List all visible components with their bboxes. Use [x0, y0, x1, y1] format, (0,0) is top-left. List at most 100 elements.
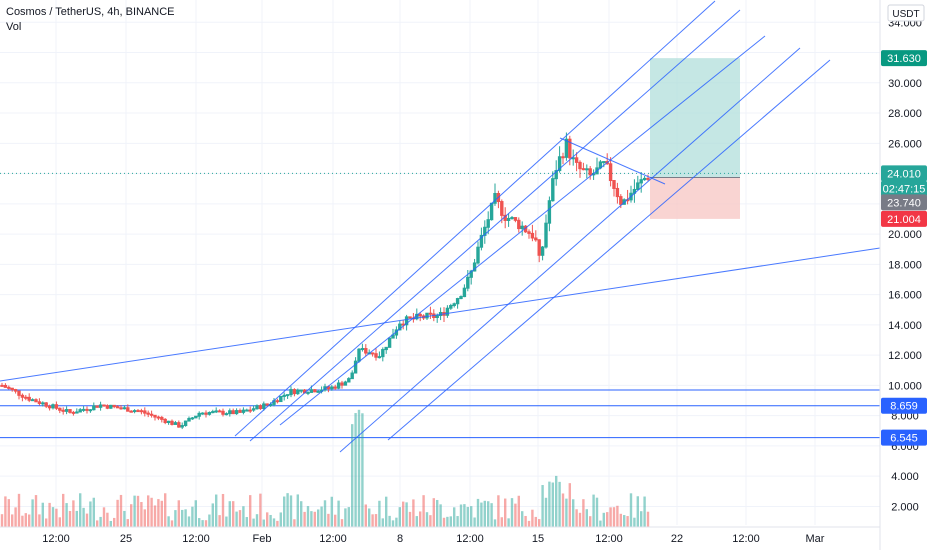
candle-body [183, 420, 188, 427]
candle-body [285, 394, 290, 397]
candle-body [258, 405, 263, 410]
candle-body [54, 404, 59, 409]
candle-body [251, 408, 256, 411]
trend-channels [0, 0, 881, 453]
volume-bar [14, 507, 17, 527]
volume-bar [136, 495, 140, 527]
y-tick-label: 20.000 [888, 229, 922, 241]
volume-bar [408, 511, 412, 527]
volume-bar [320, 506, 323, 527]
candle-body [105, 405, 110, 409]
price-tag-label: 6.545 [890, 433, 918, 445]
candle-body [387, 337, 392, 348]
x-axis[interactable]: 12:00 25 12:00 Feb 12:00 8 12:00 15 12:00 22 12:00… [0, 526, 880, 545]
candle-body [166, 420, 171, 424]
candle-body [493, 193, 497, 204]
volume-bar [252, 518, 255, 527]
candle-body [520, 225, 524, 230]
candle-body [88, 409, 93, 412]
candle-body [204, 412, 208, 415]
candle-body [136, 410, 140, 413]
volume-bar [96, 520, 99, 527]
candle-body [24, 396, 28, 399]
volume-bar [62, 493, 65, 527]
candle-body [360, 348, 365, 351]
candle-body [156, 416, 161, 419]
candle-body [112, 404, 116, 408]
volume-bar [24, 513, 27, 527]
candle-body [544, 222, 548, 248]
candle-body [472, 262, 477, 272]
trend-line [387, 59, 831, 441]
price-tag-box [881, 194, 927, 211]
x-tick-label: 25 [120, 533, 132, 545]
volume-bar [279, 512, 282, 527]
volume-bar [623, 515, 626, 527]
price-tag: 31.630 [881, 50, 927, 67]
candle-body [527, 231, 531, 234]
candle-body [585, 168, 589, 171]
candle-body [180, 425, 184, 428]
volume-bar [38, 514, 41, 527]
volume-bar [646, 511, 650, 527]
candle-body [149, 413, 154, 416]
symbol-title[interactable]: Cosmos / TetherUS, 4h, BINANCE [6, 6, 175, 18]
candle-body [139, 410, 144, 413]
price-tag-label: 21.004 [887, 214, 921, 226]
candle-body [211, 411, 215, 414]
volume-bar [500, 517, 503, 527]
candle-body [636, 182, 640, 190]
volume-bar [31, 499, 34, 527]
volume-bar [419, 511, 422, 527]
price-tag-box [881, 165, 927, 182]
volume-bar [340, 519, 344, 527]
candle-body [214, 410, 218, 413]
candle-body [95, 405, 99, 408]
volume-bar [636, 496, 639, 527]
volume-bar [354, 413, 357, 527]
y-axis[interactable]: 2.0004.0006.0008.00010.00012.00014.00016… [879, 0, 922, 550]
candle-body [513, 217, 518, 221]
currency-badge[interactable] [887, 4, 925, 22]
candle-body [217, 410, 222, 413]
volume-bar [514, 503, 517, 527]
volume-bar [215, 494, 218, 527]
y-tick-label: 30.000 [888, 78, 922, 90]
y-tick-label: 10.000 [888, 380, 922, 392]
volume-bar [68, 510, 72, 527]
candle-body [578, 161, 582, 170]
y-tick-label: 14.000 [888, 320, 922, 332]
volume-bar [521, 511, 524, 527]
volume-bar [388, 515, 391, 527]
candle-body [190, 417, 195, 420]
volume-bar [153, 505, 157, 527]
volume-bar [602, 512, 605, 527]
candle-body [30, 399, 35, 402]
volume-bar [208, 514, 211, 527]
volume-bar [459, 504, 463, 527]
volume-bar [558, 481, 561, 527]
volume-bar [473, 517, 476, 527]
volume-bar [181, 509, 184, 527]
volume-bar [75, 510, 78, 527]
volume-bar [289, 495, 293, 527]
volume-bar [378, 500, 381, 527]
volume-bar [490, 503, 493, 527]
volume-bar [133, 495, 136, 527]
x-tick-label: 15 [532, 533, 544, 545]
price-tag-box [881, 210, 927, 227]
candle-body [228, 410, 232, 415]
candle-body [143, 410, 147, 414]
candle-body [13, 389, 18, 392]
price-tag: 21.004 [881, 210, 927, 227]
y-tick-label: 16.000 [888, 290, 922, 302]
volume-bar [575, 509, 578, 527]
y-tick-label: 26.000 [888, 138, 922, 150]
volume-bar [269, 514, 272, 527]
candle-body [435, 315, 439, 318]
volume-indicator-label[interactable]: Vol [6, 21, 21, 33]
volume-bar [130, 504, 133, 527]
candle-body [126, 407, 130, 412]
